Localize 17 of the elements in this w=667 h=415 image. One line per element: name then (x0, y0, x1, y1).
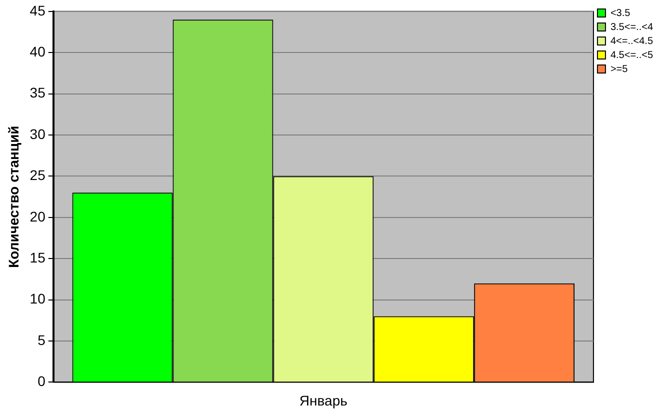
y-tick-label: 45 (30, 2, 46, 18)
legend-label: 4.5<=..<5 (610, 50, 654, 61)
y-tick-label: 0 (38, 373, 46, 390)
y-tick-label: 25 (30, 167, 46, 184)
y-tick-label: 5 (38, 332, 46, 348)
y-tick-label: 30 (30, 126, 46, 142)
x-tick-label: Январь (299, 392, 348, 408)
y-tick-label: 20 (30, 208, 46, 224)
legend-label: <3.5 (610, 8, 631, 19)
legend-label: >=5 (610, 64, 628, 75)
y-axis-title: Количество станций (5, 126, 22, 268)
y-tick-label: 10 (30, 290, 46, 307)
y-tick-label: 15 (30, 249, 46, 266)
legend-label: 3.5<=..<4 (610, 22, 654, 33)
legend-label: 4<=..<4.5 (610, 36, 654, 47)
y-tick-label: 40 (30, 43, 46, 60)
y-tick-label: 35 (30, 84, 46, 101)
